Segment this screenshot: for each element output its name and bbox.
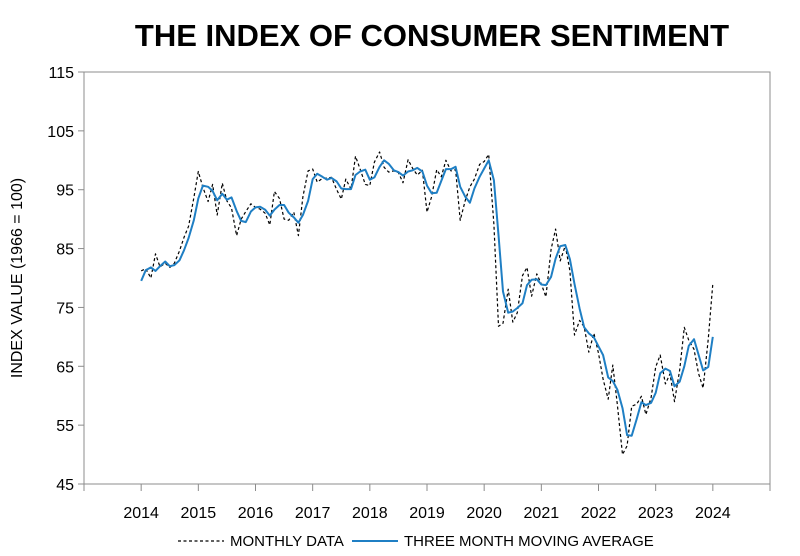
x-tick-label: 2023 xyxy=(638,505,674,522)
y-tick-label: 65 xyxy=(56,359,74,376)
y-tick-label: 95 xyxy=(56,183,74,200)
x-tick-label: 2024 xyxy=(695,505,731,522)
plot-area xyxy=(83,71,771,485)
monthly-data-line xyxy=(140,151,714,456)
chart-title: THE INDEX OF CONSUMER SENTIMENT xyxy=(135,18,729,53)
x-tick-label: 2021 xyxy=(524,505,560,522)
y-tick-label: 55 xyxy=(56,418,74,435)
y-axis-label: INDEX VALUE (1966 = 100) xyxy=(9,178,26,378)
plot-border xyxy=(83,71,771,485)
y-tick-label: 75 xyxy=(56,300,74,317)
x-tick-label: 2018 xyxy=(352,505,388,522)
x-tick-label: 2020 xyxy=(466,505,502,522)
x-tick-label: 2022 xyxy=(581,505,617,522)
x-tick-label: 2016 xyxy=(238,505,274,522)
x-axis: 2014 2015 2016 2017 2018 2019 2020 2021 2022 2023… xyxy=(83,484,771,522)
x-tick-label: 2014 xyxy=(123,505,159,522)
y-tick-label: 105 xyxy=(47,124,74,141)
x-tick-label: 2019 xyxy=(409,505,445,522)
legend: MONTHLY DATA THREE MONTH MOVING AVERAGE xyxy=(178,533,654,550)
y-axis: 45 55 65 75 85 95 105 115 xyxy=(47,65,84,494)
y-tick-label: 115 xyxy=(48,65,74,82)
y-tick-label: 45 xyxy=(56,477,74,494)
series-layer xyxy=(140,151,714,456)
y-tick-label: 85 xyxy=(56,242,74,259)
legend-moving-average-label: THREE MONTH MOVING AVERAGE xyxy=(404,533,654,550)
x-tick-label: 2017 xyxy=(295,505,331,522)
moving-average-line xyxy=(140,159,714,437)
x-tick-label: 2015 xyxy=(181,505,217,522)
legend-monthly-label: MONTHLY DATA xyxy=(230,533,344,550)
